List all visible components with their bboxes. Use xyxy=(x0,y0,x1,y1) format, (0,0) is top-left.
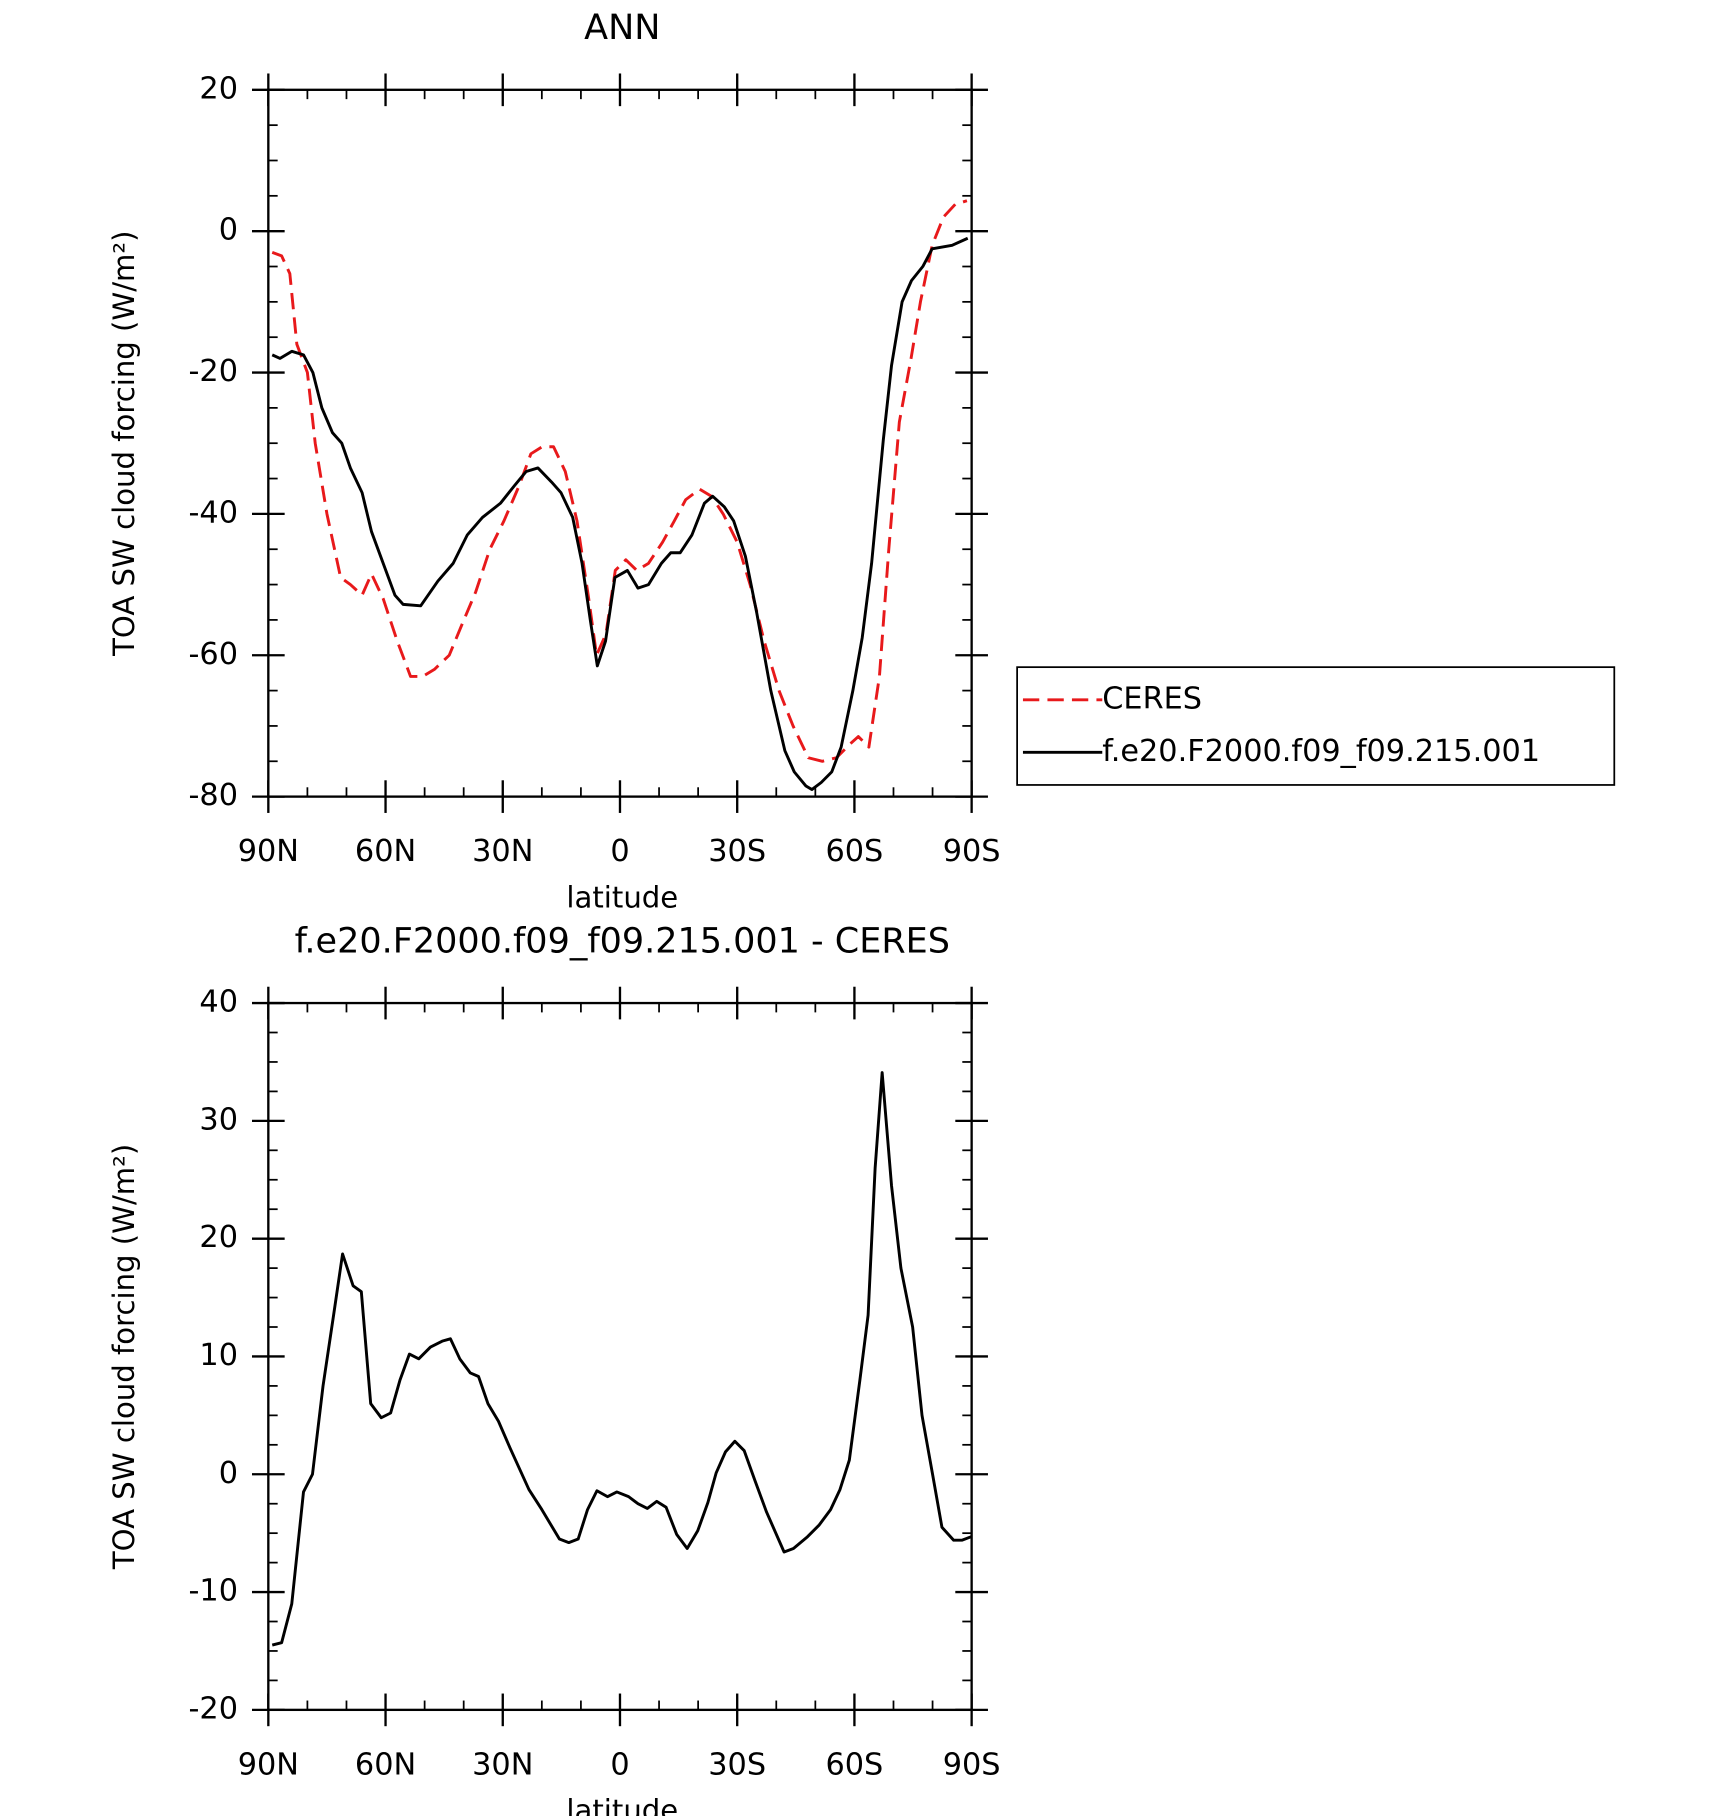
y-axis-label: TOA SW cloud forcing (W/m²) xyxy=(107,231,141,657)
x-tick-label: 60N xyxy=(355,834,416,869)
plot-frame xyxy=(267,1001,973,1712)
x-tick-label: 30S xyxy=(708,834,766,869)
x-tick-label: 90N xyxy=(238,834,299,869)
legend-label: CERES xyxy=(1102,681,1202,716)
x-tick-label: 90N xyxy=(238,1747,299,1782)
plot-frame xyxy=(267,88,973,798)
y-axis-label: TOA SW cloud forcing (W/m²) xyxy=(107,1144,141,1570)
x-axis-label: latitude xyxy=(566,1794,678,1816)
y-tick-label: -20 xyxy=(188,1691,238,1726)
y-tick-label: 40 xyxy=(199,985,238,1020)
y-tick-label: 0 xyxy=(219,1456,238,1491)
x-tick-label: 90S xyxy=(943,1747,1001,1782)
chart-title: ANN xyxy=(584,8,660,48)
line-series xyxy=(271,236,969,792)
y-tick-label: -20 xyxy=(188,354,238,389)
x-tick-label: 90S xyxy=(943,834,1001,869)
y-tick-label: 0 xyxy=(219,213,238,248)
x-tick-label: 0 xyxy=(610,1747,629,1782)
x-tick-label: 0 xyxy=(610,834,629,869)
y-tick-label: 20 xyxy=(199,71,238,106)
y-tick-label: -40 xyxy=(188,495,238,530)
y-tick-label: 20 xyxy=(199,1220,238,1255)
x-tick-label: 30S xyxy=(708,1747,766,1782)
line-series xyxy=(271,199,968,763)
y-tick-label: 10 xyxy=(199,1338,238,1373)
y-tick-label: 30 xyxy=(199,1102,238,1137)
chart-title: f.e20.F2000.f09_f09.215.001 - CERES xyxy=(295,921,950,961)
y-tick-label: -80 xyxy=(188,778,238,813)
y-tick-label: -60 xyxy=(188,637,238,672)
x-tick-label: 60S xyxy=(826,1747,884,1782)
legend-label: f.e20.F2000.f09_f09.215.001 xyxy=(1102,734,1540,769)
x-tick-label: 60S xyxy=(826,834,884,869)
x-tick-label: 60N xyxy=(355,1747,416,1782)
x-tick-label: 30N xyxy=(472,834,533,869)
x-tick-label: 30N xyxy=(472,1747,533,1782)
x-axis-label: latitude xyxy=(566,880,678,914)
line-series xyxy=(271,1071,972,1647)
y-tick-label: -10 xyxy=(188,1574,238,1609)
legend-box xyxy=(1016,666,1616,786)
